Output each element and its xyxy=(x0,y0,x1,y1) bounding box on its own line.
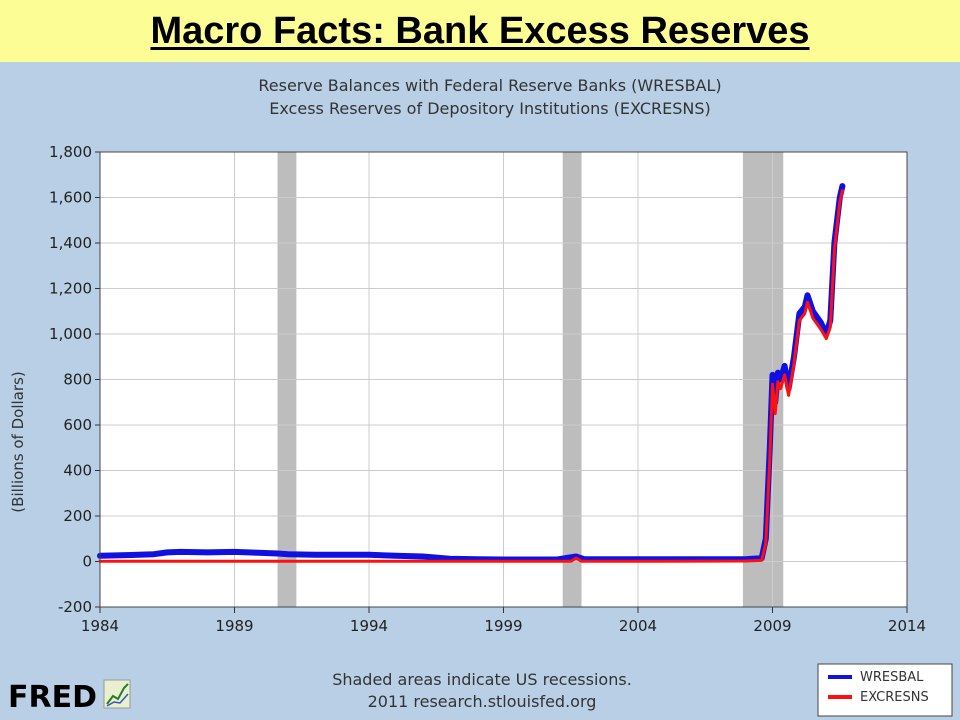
x-tick-label: 1989 xyxy=(215,617,253,635)
y-tick-label: 0 xyxy=(82,553,92,571)
legend-label-wresbal: WRESBAL xyxy=(860,670,924,685)
chart-title-group: Reserve Balances with Federal Reserve Ba… xyxy=(258,76,721,118)
line-chart: Reserve Balances with Federal Reserve Ba… xyxy=(8,76,953,717)
x-tick-label: 2009 xyxy=(753,617,791,635)
legend: WRESBAL EXCRESNS xyxy=(817,663,953,717)
y-tick-label: 1,600 xyxy=(49,189,92,207)
y-tick-label: 1,800 xyxy=(49,143,92,161)
chart-title-line-2: Excess Reserves of Depository Institutio… xyxy=(269,99,711,118)
legend-label-excresns: EXCRESNS xyxy=(860,690,929,705)
chart-growth-icon xyxy=(103,679,131,709)
notes-group: Shaded areas indicate US recessions. 201… xyxy=(332,670,632,711)
y-tick-label: 400 xyxy=(63,462,92,480)
y-axis-label: (Billions of Dollars) xyxy=(9,371,27,512)
legend-box xyxy=(817,663,953,717)
plot-area: -200 0 200 400 600 800 1,000 1,200 1,400 1,600 1,8… xyxy=(49,143,926,635)
slide-title: Macro Facts: Bank Excess Reserves xyxy=(150,10,810,52)
y-tick-label: 1,200 xyxy=(49,280,92,298)
chart-title-line-1: Reserve Balances with Federal Reserve Ba… xyxy=(258,76,721,95)
y-tick-label: 600 xyxy=(63,416,92,434)
recession-note: Shaded areas indicate US recessions. xyxy=(332,670,632,689)
x-tick-label: 1994 xyxy=(350,617,388,635)
source-note: 2011 research.stlouisfed.org xyxy=(368,692,597,711)
chart-panel: Reserve Balances with Federal Reserve Ba… xyxy=(0,62,960,720)
x-tick-label: 1984 xyxy=(81,617,119,635)
y-tick-label: 800 xyxy=(63,371,92,389)
series-line-excresns xyxy=(98,189,844,563)
plot-border xyxy=(99,151,908,608)
y-tick-label: -200 xyxy=(58,598,92,616)
y-tick-label: 200 xyxy=(63,507,92,525)
y-tick-label: 1,000 xyxy=(49,325,92,343)
series-line-wresbal xyxy=(97,183,846,563)
fred-logo-text: FRED xyxy=(8,680,97,715)
fred-logo: FRED xyxy=(8,679,131,715)
y-tick-label: 1,400 xyxy=(49,234,92,252)
x-tick-label: 2014 xyxy=(888,617,926,635)
x-tick-label: 1999 xyxy=(484,617,522,635)
x-tick-label: 2004 xyxy=(619,617,657,635)
